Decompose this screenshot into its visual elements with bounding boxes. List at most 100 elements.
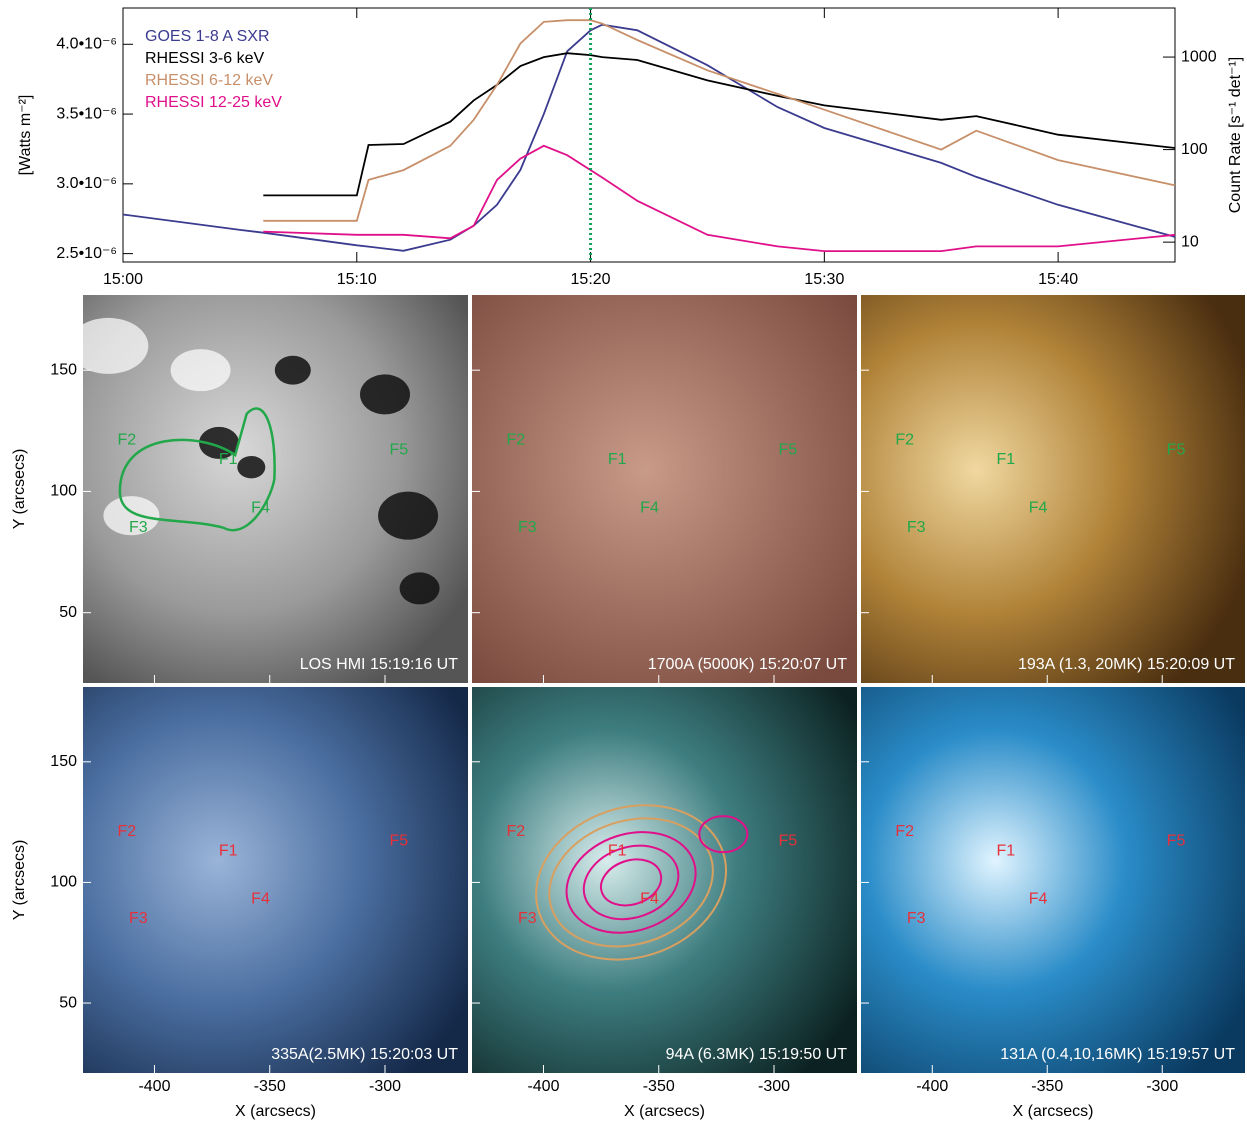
magnetic-patch — [360, 374, 411, 415]
feature-label: F2 — [506, 432, 525, 449]
image-panel — [83, 295, 468, 683]
y-axis-title: Y (arcsecs) — [11, 840, 28, 921]
feature-label: F4 — [1029, 891, 1048, 908]
y-tick-label: 100 — [50, 483, 77, 500]
feature-label: F1 — [219, 842, 238, 859]
feature-label: F5 — [390, 441, 409, 458]
image-panel — [472, 295, 857, 683]
contour — [118, 407, 276, 532]
feature-label: F4 — [251, 500, 270, 517]
magnetic-patch — [68, 317, 149, 374]
feature-label: F2 — [117, 823, 136, 840]
panel-caption: 94A (6.3MK) 15:19:50 UT — [666, 1046, 848, 1063]
contour — [600, 858, 663, 907]
y-tick-label: 150 — [50, 753, 77, 770]
series-line — [263, 19, 1176, 222]
y2-tick-label: 1000 — [1181, 48, 1217, 65]
y-tick-label: 3.0•10⁻⁶ — [56, 175, 117, 192]
y-axis-title: Y (arcsecs) — [11, 449, 28, 530]
x-tick-label: -300 — [1146, 1078, 1178, 1095]
feature-label: F2 — [895, 432, 914, 449]
feature-label: F5 — [390, 833, 409, 850]
x-axis-title: X (arcsecs) — [1013, 1103, 1094, 1120]
y-tick-label: 100 — [50, 874, 77, 891]
image-panel — [83, 687, 468, 1073]
x-tick-label: 15:00 — [103, 271, 143, 288]
feature-label: F1 — [997, 842, 1016, 859]
magnetic-patch — [103, 496, 160, 536]
y-tick-label: 2.5•10⁻⁶ — [56, 245, 117, 262]
feature-label: F2 — [117, 432, 136, 449]
legend-entry: GOES 1-8 A SXR — [145, 28, 270, 45]
contour — [698, 815, 749, 854]
plot-frame — [122, 7, 1176, 263]
feature-label: F3 — [518, 910, 537, 927]
x-tick-label: 15:40 — [1038, 271, 1078, 288]
x-tick-label: -400 — [138, 1078, 170, 1095]
panel-caption: 335A(2.5MK) 15:20:03 UT — [271, 1046, 458, 1063]
feature-label: F2 — [895, 823, 914, 840]
panel-caption: 193A (1.3, 20MK) 15:20:09 UT — [1018, 656, 1235, 673]
feature-label: F1 — [608, 451, 627, 468]
series-line — [263, 144, 1176, 252]
x-tick-label: 15:30 — [804, 271, 844, 288]
x-tick-label: -400 — [916, 1078, 948, 1095]
y-tick-label: 4.0•10⁻⁶ — [56, 36, 117, 53]
feature-label: F4 — [1029, 500, 1048, 517]
x-tick-label: -350 — [643, 1078, 675, 1095]
contour — [548, 817, 714, 948]
panel-caption: LOS HMI 15:19:16 UT — [300, 656, 459, 673]
panel-caption: 1700A (5000K) 15:20:07 UT — [648, 656, 847, 673]
feature-label: F4 — [640, 891, 659, 908]
magnetic-patch — [399, 572, 440, 605]
x-axis-title: X (arcsecs) — [235, 1103, 316, 1120]
feature-label: F4 — [251, 891, 270, 908]
magnetic-patch — [378, 491, 439, 540]
image-panel — [861, 687, 1245, 1073]
y-tick-label: 50 — [59, 604, 77, 621]
y-axis-title: [Watts m⁻²] — [17, 95, 34, 176]
feature-label: F5 — [1167, 833, 1186, 850]
y2-axis-title: Count Rate [s⁻¹ det⁻¹] — [1227, 57, 1244, 214]
y-tick-label: 3.5•10⁻⁶ — [56, 105, 117, 122]
image-panel — [861, 295, 1245, 683]
x-tick-label: -300 — [758, 1078, 790, 1095]
legend-entry: RHESSI 6-12 keV — [145, 72, 273, 89]
feature-label: F1 — [608, 842, 627, 859]
feature-label: F3 — [129, 910, 148, 927]
contour — [582, 844, 680, 921]
series-line — [122, 23, 1176, 252]
feature-label: F3 — [907, 519, 926, 536]
feature-label: F3 — [518, 519, 537, 536]
magnetic-patch — [237, 455, 266, 479]
x-tick-label: 15:10 — [337, 271, 377, 288]
x-tick-label: -350 — [254, 1078, 286, 1095]
feature-label: F3 — [129, 519, 148, 536]
legend-entry: RHESSI 12-25 keV — [145, 94, 282, 111]
panel-caption: 131A (0.4,10,16MK) 15:19:57 UT — [1000, 1046, 1235, 1063]
x-tick-label: -400 — [527, 1078, 559, 1095]
feature-label: F1 — [997, 451, 1016, 468]
feature-label: F4 — [640, 500, 659, 517]
image-panel — [472, 687, 857, 1073]
y-tick-label: 150 — [50, 361, 77, 378]
series-line — [263, 52, 1176, 197]
y2-tick-label: 10 — [1181, 233, 1199, 250]
x-axis-title: X (arcsecs) — [624, 1103, 705, 1120]
y-tick-label: 50 — [59, 994, 77, 1011]
y2-tick-label: 100 — [1181, 141, 1208, 158]
legend-entry: RHESSI 3-6 keV — [145, 50, 264, 67]
feature-label: F2 — [506, 823, 525, 840]
feature-label: F5 — [779, 833, 798, 850]
contour — [565, 831, 697, 934]
feature-label: F3 — [907, 910, 926, 927]
feature-label: F5 — [1167, 441, 1186, 458]
magnetic-patch — [170, 349, 231, 392]
x-tick-label: 15:20 — [571, 271, 611, 288]
feature-label: F1 — [219, 451, 238, 468]
x-tick-label: -300 — [369, 1078, 401, 1095]
magnetic-patch — [274, 355, 311, 385]
x-tick-label: -350 — [1031, 1078, 1063, 1095]
feature-label: F5 — [779, 441, 798, 458]
